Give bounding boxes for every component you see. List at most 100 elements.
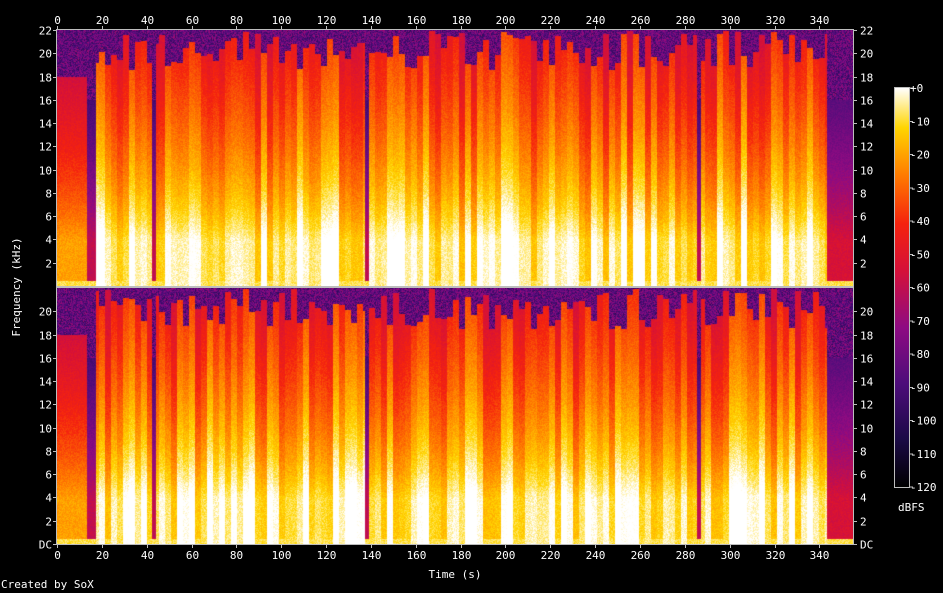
frequency-tick-label-left: 4 [45, 234, 52, 247]
bottom-time-tick-label: 200 [496, 549, 516, 562]
frequency-tick-label-right: 16 [860, 95, 873, 108]
sox-credit: Created by SoX [1, 578, 94, 591]
frequency-tick-label-left: 14 [39, 118, 53, 131]
frequency-tick-label-left: 18 [39, 330, 52, 343]
top-time-tick-label: 40 [141, 14, 154, 27]
frequency-tick-label-right: 14 [860, 118, 874, 131]
frequency-tick-label-left: 22 [39, 25, 52, 38]
frequency-tick-label-left: 4 [45, 492, 52, 505]
colorbar-tick-label: -30 [910, 182, 930, 195]
frequency-tick-label-left: 10 [39, 423, 52, 436]
frequency-tick-label-left: 18 [39, 72, 52, 85]
colorbar-gradient [895, 88, 909, 487]
frequency-tick-label-right: 22 [860, 25, 873, 38]
bottom-time-tick-label: 0 [54, 549, 61, 562]
colorbar-tick-label: -110 [910, 448, 937, 461]
frequency-tick-label-right: DC [860, 539, 873, 552]
channel-2-frequency-axis-left: DC 2 4 6 8 10 12 14 16 18 20 [39, 306, 56, 552]
colorbar-tick-label: +0 [910, 82, 923, 95]
colorbar-tick-label: -40 [910, 215, 930, 228]
frequency-tick-label-right: 18 [860, 72, 873, 85]
bottom-time-tick-label: 160 [407, 549, 427, 562]
colorbar-tick-label: -50 [910, 248, 930, 261]
frequency-tick-label-right: 10 [860, 423, 873, 436]
colorbar-tick-label: -120 [910, 481, 937, 494]
frequency-tick-label-right: 4 [860, 234, 867, 247]
frequency-tick-label-left: 8 [45, 446, 52, 459]
frequency-tick-label-left: 14 [39, 376, 53, 389]
colorbar-unit-label: dBFS [898, 501, 925, 514]
bottom-time-tick-label: 20 [96, 549, 109, 562]
top-time-tick-label: 120 [317, 14, 337, 27]
top-time-tick-label: 220 [541, 14, 561, 27]
frequency-tick-label-right: 2 [860, 258, 867, 271]
channel-2-frequency-axis-right: DC 2 4 6 8 10 12 14 16 18 20 [854, 306, 874, 552]
frequency-tick-label-right: 16 [860, 353, 873, 366]
frequency-tick-label-right: 6 [860, 211, 867, 224]
top-time-tick-label: 280 [676, 14, 696, 27]
frequency-tick-label-right: 10 [860, 165, 873, 178]
colorbar-ticks: +0 -10 -20 -30 -40 -50 -60 -70 -80 -90 -100 -110 -12… [910, 82, 937, 494]
top-time-tick-label: 100 [272, 14, 292, 27]
frequency-tick-label-left: 2 [45, 258, 52, 271]
bottom-time-tick-label: 300 [721, 549, 741, 562]
colorbar-tick-label: -80 [910, 348, 930, 361]
top-time-tick-label: 320 [766, 14, 786, 27]
top-time-tick-label: 340 [810, 14, 830, 27]
colorbar-tick-label: -10 [910, 115, 930, 128]
frequency-tick-label-right: 12 [860, 399, 873, 412]
bottom-time-tick-label: 320 [766, 549, 786, 562]
bottom-time-tick-label: 80 [230, 549, 243, 562]
frequency-tick-label-right: 4 [860, 492, 867, 505]
channel-1-frequency-axis-right: 2 4 6 8 10 12 14 16 18 20 22 [854, 25, 874, 271]
bottom-time-axis: 0 20 40 60 80 100 120 140 160 180 200 220 240 260 280 3… [54, 545, 829, 562]
colorbar-tick-label: -70 [910, 315, 930, 328]
top-time-tick-label: 200 [496, 14, 516, 27]
top-time-tick-label: 180 [452, 14, 472, 27]
y-axis-label: Frequency (kHz) [10, 237, 23, 336]
bottom-time-tick-label: 340 [810, 549, 830, 562]
bottom-time-tick-label: 120 [317, 549, 337, 562]
frequency-tick-label-left: 20 [39, 306, 52, 319]
frequency-tick-label-left: 12 [39, 141, 52, 154]
channel-1-frequency-axis-left: 2 4 6 8 10 12 14 16 18 20 22 [39, 25, 56, 271]
colorbar: +0 -10 -20 -30 -40 -50 -60 -70 -80 -90 -100 -110 -12… [894, 82, 937, 514]
frequency-tick-label-right: 12 [860, 141, 873, 154]
top-time-axis: 0 20 40 60 80 100 120 140 160 180 200 220 240 260 280 3… [54, 14, 829, 29]
bottom-time-tick-label: 240 [586, 549, 606, 562]
bottom-time-tick-label: 260 [631, 549, 651, 562]
colorbar-tick-label: -100 [910, 415, 937, 428]
top-time-tick-label: 0 [54, 14, 61, 27]
frequency-tick-label-left: 10 [39, 165, 52, 178]
channel-1-frame [56, 29, 854, 287]
bottom-time-tick-label: 40 [141, 549, 154, 562]
bottom-time-tick-label: 140 [362, 549, 382, 562]
frequency-tick-label-left: 6 [45, 211, 52, 224]
colorbar-tick-label: -20 [910, 149, 930, 162]
top-time-tick-label: 20 [96, 14, 109, 27]
frequency-tick-label-right: 8 [860, 188, 867, 201]
colorbar-frame [894, 87, 910, 488]
frequency-tick-label-left: 12 [39, 399, 52, 412]
frequency-tick-label-right: 18 [860, 330, 873, 343]
channel-2-frame [56, 287, 854, 545]
frequency-tick-label-left: 16 [39, 353, 52, 366]
frequency-tick-label-left: 6 [45, 469, 52, 482]
frequency-tick-label-right: 20 [860, 48, 873, 61]
frequency-tick-label-right: 14 [860, 376, 874, 389]
top-time-tick-label: 60 [186, 14, 199, 27]
top-time-tick-label: 80 [230, 14, 243, 27]
bottom-time-tick-label: 100 [272, 549, 292, 562]
top-time-tick-label: 260 [631, 14, 651, 27]
colorbar-tick-label: -90 [910, 381, 930, 394]
frequency-tick-label-left: 8 [45, 188, 52, 201]
x-axis-label: Time (s) [429, 568, 482, 581]
frequency-tick-label-left: 20 [39, 48, 52, 61]
top-time-tick-label: 240 [586, 14, 606, 27]
top-time-tick-label: 160 [407, 14, 427, 27]
top-time-tick-label: 300 [721, 14, 741, 27]
frequency-tick-label-right: 6 [860, 469, 867, 482]
bottom-time-tick-label: 220 [541, 549, 561, 562]
